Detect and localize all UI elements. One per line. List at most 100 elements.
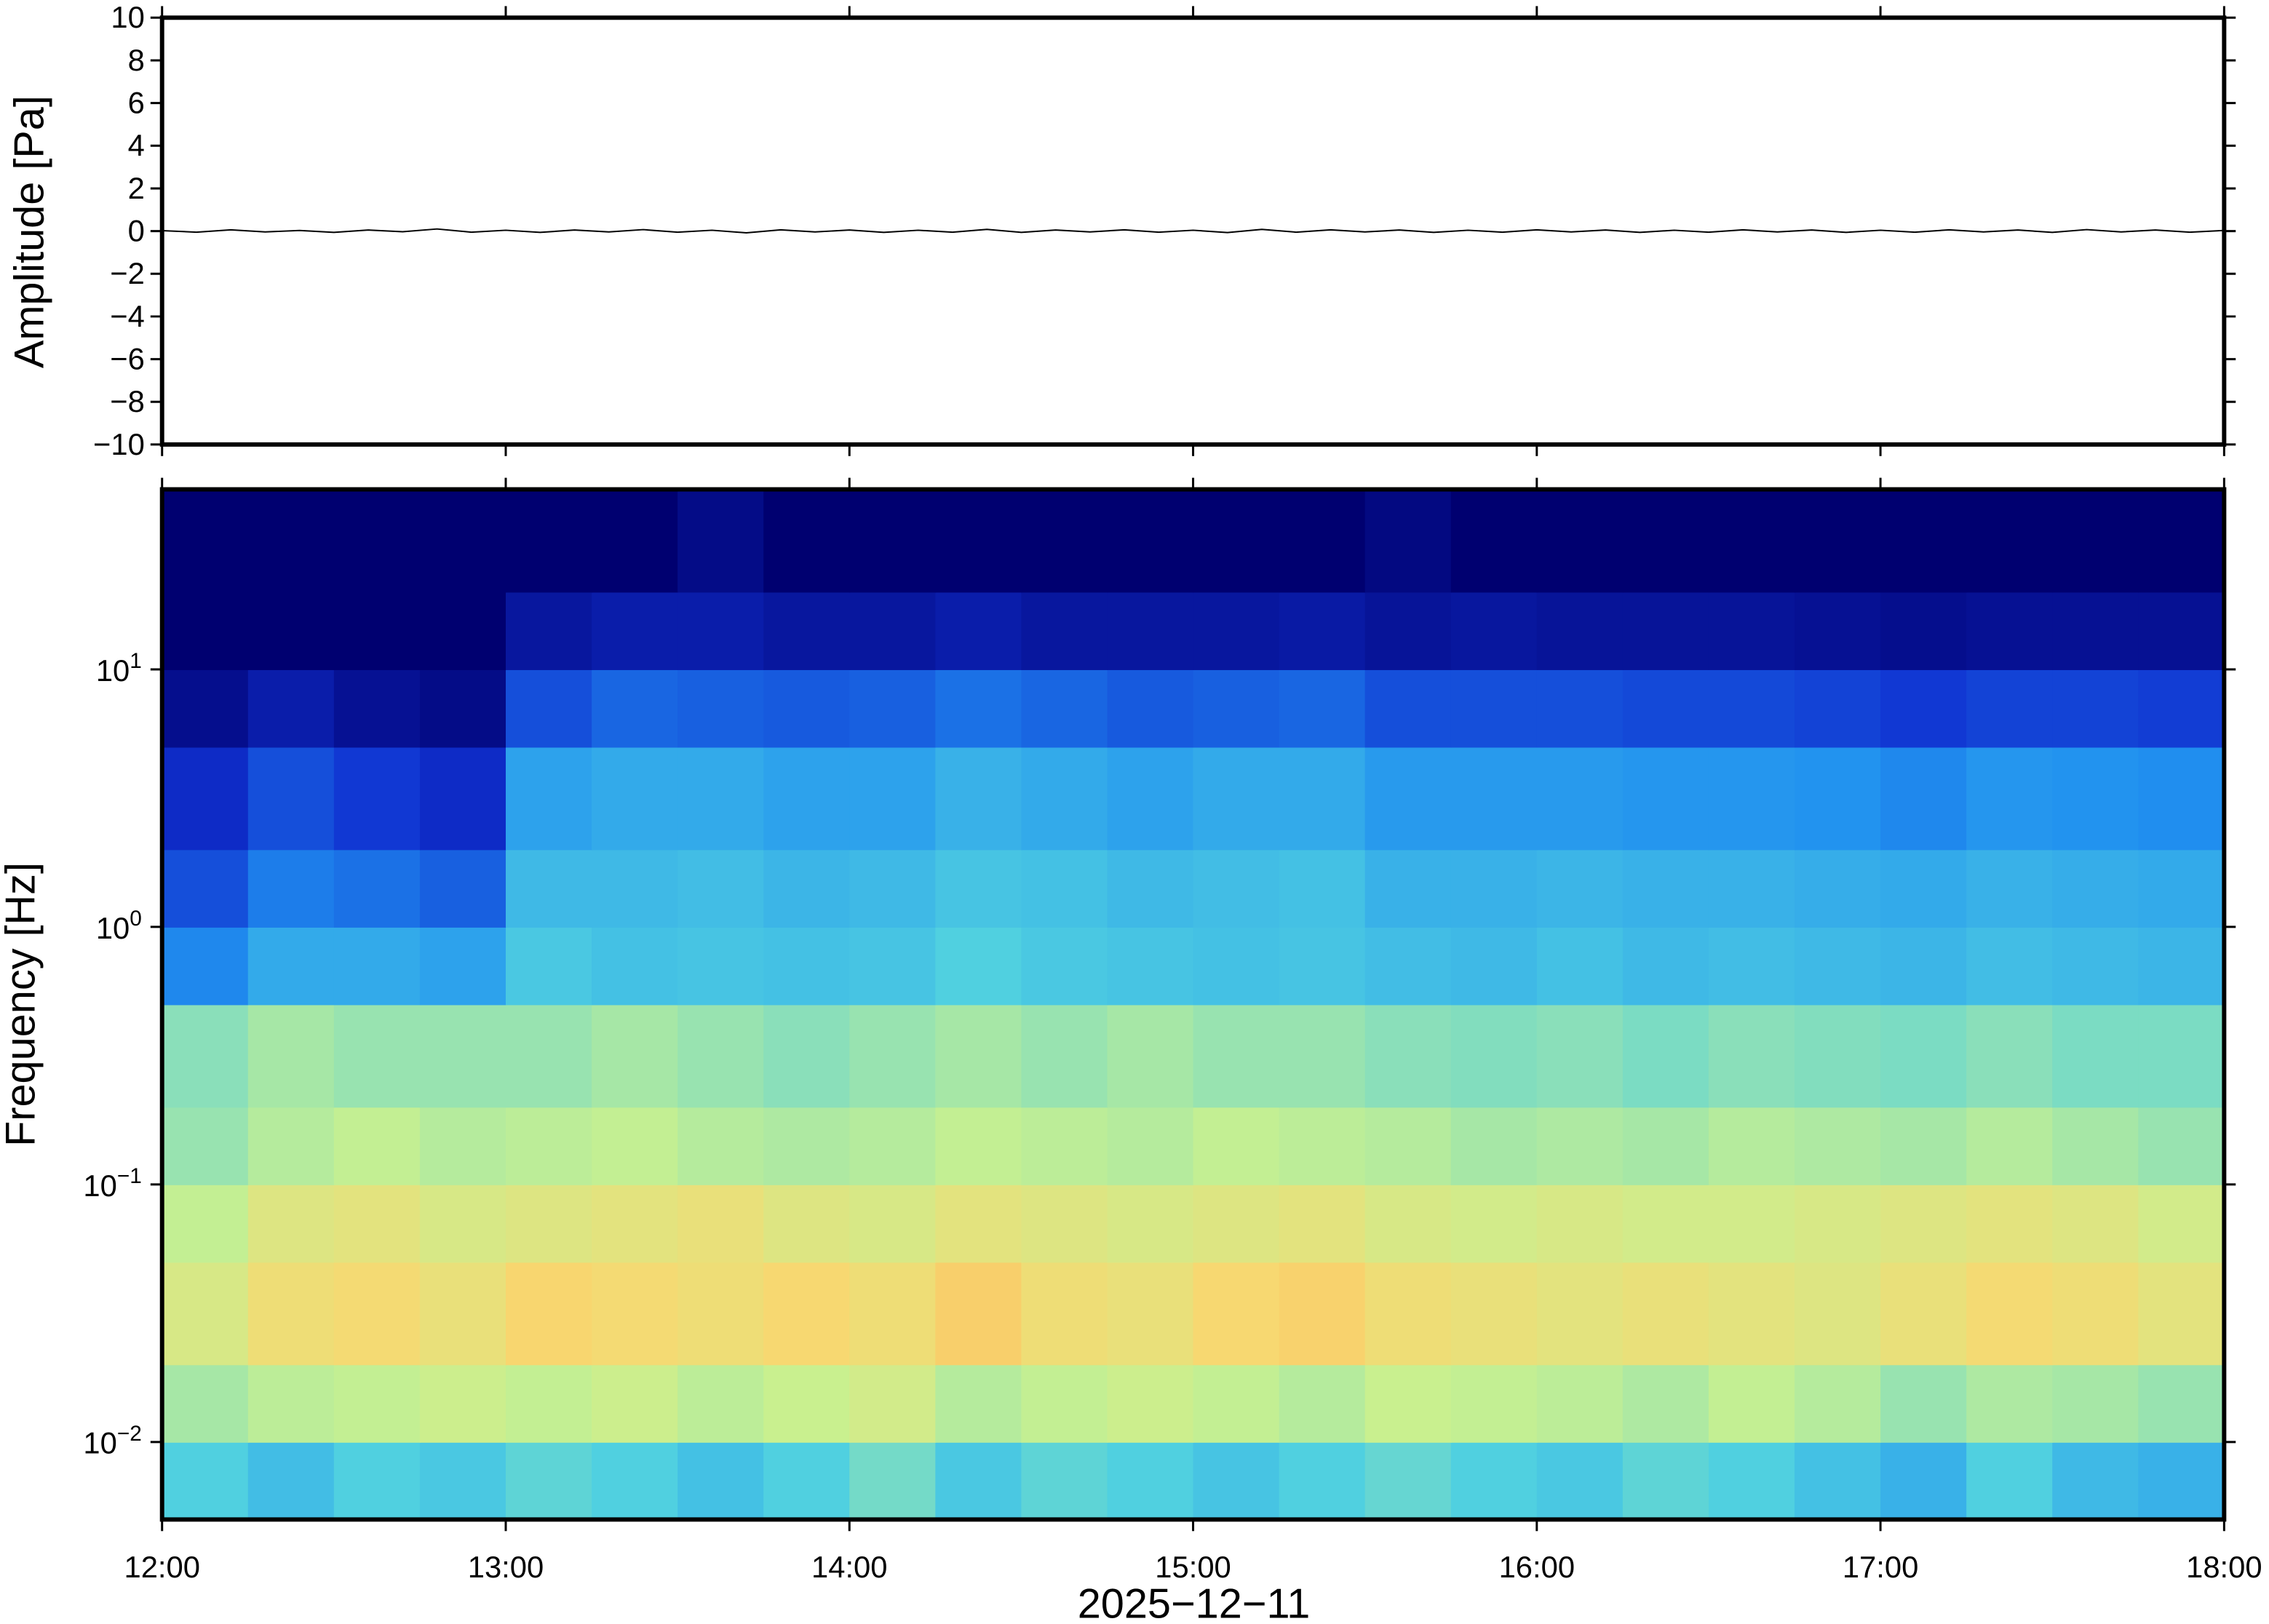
cell xyxy=(935,489,1022,593)
cell xyxy=(849,1004,937,1108)
cell xyxy=(677,926,765,1006)
cell xyxy=(1279,747,1366,851)
cell xyxy=(1107,1107,1194,1185)
x-tick-label: 13:00 xyxy=(468,1550,544,1584)
cell xyxy=(1708,489,1796,593)
cell xyxy=(1536,849,1624,928)
cell xyxy=(677,592,765,670)
cell xyxy=(1364,1184,1452,1263)
cell xyxy=(1021,849,1108,928)
cell xyxy=(2138,1262,2225,1366)
cell xyxy=(1795,1184,1882,1263)
cell xyxy=(1795,849,1882,928)
cell xyxy=(1021,489,1108,593)
cell xyxy=(419,1441,506,1521)
cell xyxy=(935,1107,1022,1185)
cell xyxy=(162,1364,249,1443)
cell xyxy=(333,849,421,928)
cell xyxy=(1450,489,1538,593)
cell xyxy=(2138,1107,2225,1185)
cell xyxy=(592,669,679,748)
cell xyxy=(1880,747,1968,851)
cell xyxy=(677,1184,765,1263)
cell xyxy=(505,1184,593,1263)
cell xyxy=(247,592,335,670)
cell xyxy=(2138,926,2225,1006)
cell xyxy=(247,1262,335,1366)
cell xyxy=(162,1107,249,1185)
cell xyxy=(505,1364,593,1443)
cell xyxy=(849,747,937,851)
cell xyxy=(1536,669,1624,748)
cell xyxy=(2052,669,2139,748)
cell xyxy=(677,849,765,928)
x-tick-label: 17:00 xyxy=(1843,1550,1918,1584)
cell xyxy=(419,669,506,748)
cell xyxy=(2052,849,2139,928)
cell xyxy=(1536,1107,1624,1185)
cell xyxy=(1021,747,1108,851)
cell xyxy=(592,747,679,851)
cell xyxy=(1622,1441,1709,1521)
cell xyxy=(247,489,335,593)
cell xyxy=(592,1364,679,1443)
cell xyxy=(1966,747,2054,851)
cell xyxy=(1279,1364,1366,1443)
cell xyxy=(1880,489,1968,593)
cell xyxy=(1622,1184,1709,1263)
cell xyxy=(1708,669,1796,748)
cell xyxy=(1193,849,1280,928)
cell xyxy=(247,1107,335,1185)
cell xyxy=(1450,669,1538,748)
cell xyxy=(1795,747,1882,851)
cell xyxy=(1880,926,1968,1006)
y-tick-label: 2 xyxy=(128,171,145,205)
cell xyxy=(1450,849,1538,928)
cell xyxy=(763,747,851,851)
spectrogram xyxy=(162,489,2225,1521)
cell xyxy=(1021,1262,1108,1366)
cell xyxy=(2138,1004,2225,1108)
tick-base: 10 xyxy=(83,1169,116,1203)
cell xyxy=(1708,849,1796,928)
cell xyxy=(592,489,679,593)
cell xyxy=(1021,669,1108,748)
cell xyxy=(505,1262,593,1366)
cell xyxy=(162,669,249,748)
cell xyxy=(592,1441,679,1521)
cell xyxy=(333,489,421,593)
cell xyxy=(333,669,421,748)
cell xyxy=(333,592,421,670)
cell xyxy=(162,489,249,593)
cell xyxy=(505,747,593,851)
cell xyxy=(1193,1184,1280,1263)
cell xyxy=(1107,1262,1194,1366)
cell xyxy=(2052,489,2139,593)
y-tick-label: 10−1 xyxy=(83,1164,141,1203)
y-tick-label: 8 xyxy=(128,43,145,77)
cell xyxy=(1880,1262,1968,1366)
cell xyxy=(1536,1364,1624,1443)
cell xyxy=(1708,1107,1796,1185)
cell xyxy=(1708,592,1796,670)
cell xyxy=(419,489,506,593)
cell xyxy=(419,1107,506,1185)
cell xyxy=(1021,592,1108,670)
cell xyxy=(2052,592,2139,670)
cell xyxy=(1193,1004,1280,1108)
cell xyxy=(763,926,851,1006)
cell xyxy=(419,849,506,928)
cell xyxy=(1107,1004,1194,1108)
cell xyxy=(935,747,1022,851)
cell xyxy=(1622,849,1709,928)
cell xyxy=(2138,747,2225,851)
cell xyxy=(1966,1004,2054,1108)
cell xyxy=(1966,1441,2054,1521)
cell xyxy=(1708,926,1796,1006)
cell xyxy=(763,1441,851,1521)
cell xyxy=(849,1441,937,1521)
y-tick-label: −10 xyxy=(93,427,145,461)
cell xyxy=(1622,747,1709,851)
cell xyxy=(247,1364,335,1443)
